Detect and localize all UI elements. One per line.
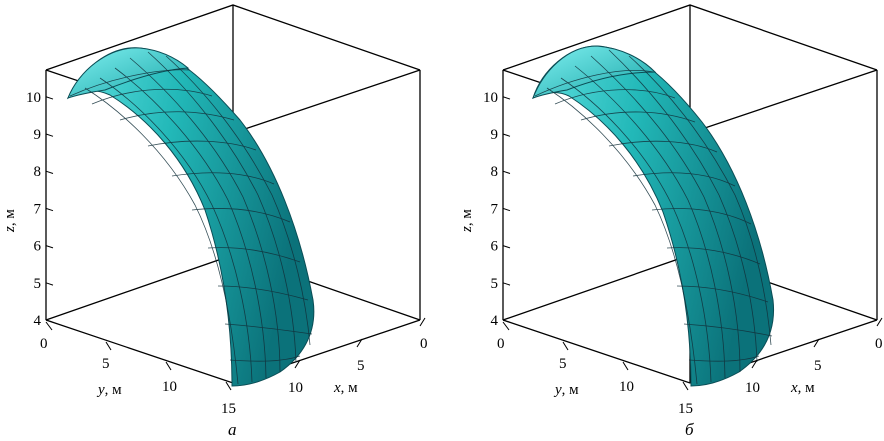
y-tick-5: 5 <box>102 356 110 372</box>
x-tick-10: 10 <box>288 380 303 396</box>
z-tick-5: 5 <box>34 276 42 292</box>
y-tick-10: 10 <box>619 379 634 395</box>
x-tick-5: 5 <box>357 358 365 374</box>
x-axis: 10 5 0 x, м <box>745 317 883 396</box>
z-tick-mark <box>45 133 54 137</box>
y-tick-15: 15 <box>678 401 693 417</box>
y-axis: 0 5 10 15 y, м <box>497 321 693 417</box>
z-tick-7: 7 <box>491 201 499 217</box>
z-axis-label: z, м <box>459 209 475 233</box>
y-tick-10: 10 <box>162 379 177 395</box>
z-tick-mark <box>502 282 511 286</box>
x-axis-label: x, м <box>790 380 815 396</box>
z-tick-7: 7 <box>34 201 42 217</box>
y-axis-label: y, м <box>96 382 122 398</box>
plot-panel-a: 4 5 6 7 8 9 10 z, м 0 5 10 15 y, м 10 5 <box>2 4 428 439</box>
z-tick-mark <box>45 96 54 100</box>
z-tick-9: 9 <box>34 127 42 143</box>
surface-plot <box>532 45 775 387</box>
y-tick-5: 5 <box>559 356 567 372</box>
surface-mesh <box>534 49 773 385</box>
x-tick-10: 10 <box>745 380 760 396</box>
z-tick-mark <box>45 319 54 323</box>
z-tick-mark <box>502 245 511 249</box>
z-tick-4: 4 <box>491 313 499 329</box>
y-axis: 0 5 10 15 y, м <box>40 321 236 417</box>
z-tick-mark <box>45 245 54 249</box>
x-tick-0: 0 <box>420 336 428 352</box>
z-tick-mark <box>45 207 54 212</box>
z-tick-9: 9 <box>491 127 499 143</box>
z-tick-mark <box>502 207 511 212</box>
y-tick-15: 15 <box>221 401 236 417</box>
z-tick-10: 10 <box>483 90 498 106</box>
panel-caption-a: а <box>228 420 237 439</box>
x-tick-0: 0 <box>875 336 883 352</box>
z-tick-mark <box>502 170 511 174</box>
x-axis: 10 5 0 x, м <box>288 317 428 396</box>
y-axis-label: y, м <box>553 382 579 398</box>
z-tick-5: 5 <box>491 276 499 292</box>
z-tick-8: 8 <box>491 164 499 180</box>
surface-mesh <box>69 51 313 385</box>
z-axis-label: z, м <box>2 209 18 233</box>
z-axis: 4 5 6 7 8 9 10 z, м <box>2 90 54 329</box>
z-tick-6: 6 <box>34 239 42 255</box>
z-tick-mark <box>502 96 511 100</box>
plot-panel-b: 4 5 6 7 8 9 10 z, м 0 5 10 15 y, м 10 5 0 <box>459 4 883 439</box>
x-tick-5: 5 <box>814 358 822 374</box>
z-tick-6: 6 <box>491 239 499 255</box>
z-tick-4: 4 <box>34 313 42 329</box>
panel-caption-b: б <box>685 420 694 439</box>
z-tick-mark <box>45 282 54 286</box>
y-tick-0: 0 <box>40 336 48 352</box>
x-axis-label: x, м <box>333 380 358 396</box>
z-tick-8: 8 <box>34 164 42 180</box>
z-tick-mark <box>45 170 54 174</box>
z-axis: 4 5 6 7 8 9 10 z, м <box>459 90 511 329</box>
surface-plot <box>66 47 315 387</box>
z-tick-10: 10 <box>26 90 41 106</box>
y-tick-0: 0 <box>497 336 505 352</box>
z-tick-mark <box>502 133 511 137</box>
z-tick-mark <box>502 319 511 323</box>
